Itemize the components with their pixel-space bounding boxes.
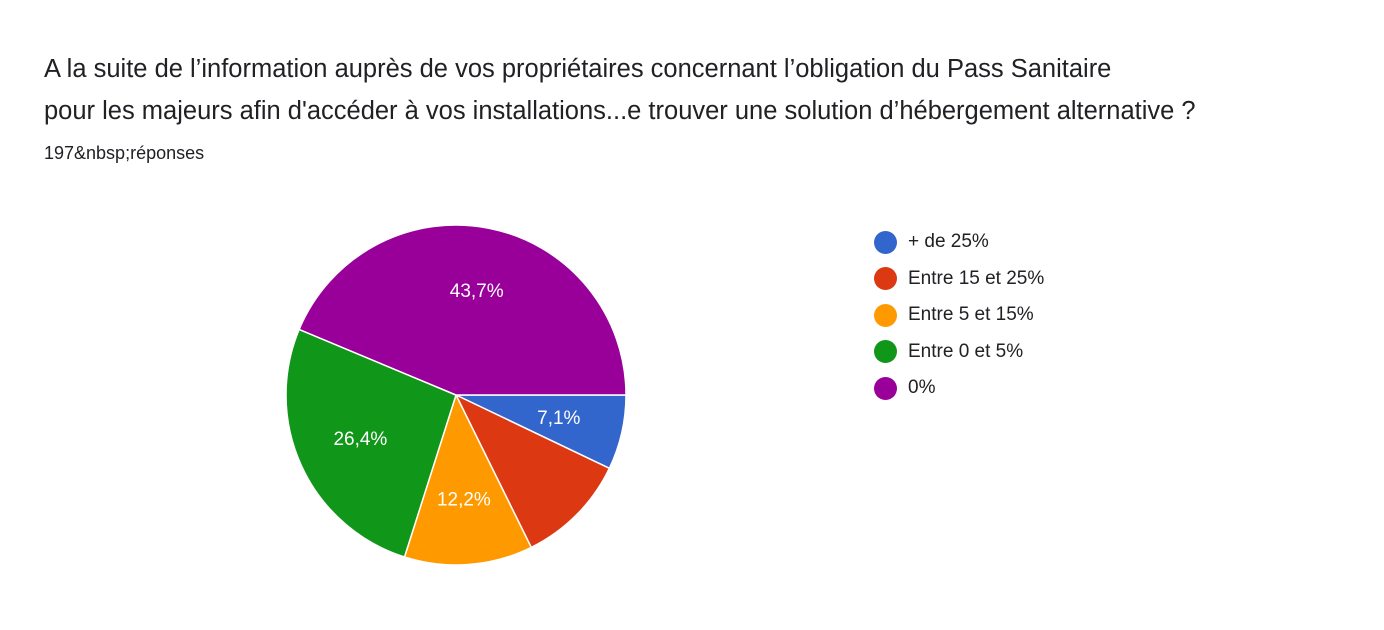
legend-swatch-icon (874, 376, 897, 400)
legend-label: 0% (908, 377, 936, 399)
pie-slice-label: 26,4% (333, 429, 387, 450)
question-title: A la suite de l’information auprès de vo… (44, 48, 1364, 132)
pie-slice[interactable] (285, 328, 457, 558)
pie-labels: 7,1% 12,2% 26,4% 43,7% (333, 281, 580, 510)
legend-swatch-icon (874, 230, 897, 254)
pie-slice[interactable] (455, 394, 611, 549)
pie-slice-label: 43,7% (450, 281, 504, 302)
legend-item[interactable]: Entre 15 et 25% (874, 261, 1044, 298)
legend-item[interactable]: 0% (874, 370, 1044, 407)
legend-label: Entre 0 et 5% (908, 340, 1024, 362)
question-title-line-2: pour les majeurs afin d'accéder à vos in… (44, 97, 1196, 125)
pie-slice[interactable] (403, 394, 533, 566)
response-count: 197&nbsp;réponses (44, 143, 205, 163)
pie-slices (285, 224, 627, 566)
legend-swatch-icon (874, 303, 897, 327)
legend-item[interactable]: Entre 0 et 5% (874, 334, 1044, 371)
legend-swatch-icon (874, 267, 897, 291)
pie-slice-label: 7,1% (537, 408, 580, 429)
legend-label: Entre 5 et 15% (908, 304, 1034, 326)
chart-legend: + de 25% Entre 15 et 25% Entre 5 et 15% Ent… (874, 224, 1044, 407)
legend-label: + de 25% (908, 231, 989, 253)
legend-item[interactable]: + de 25% (874, 224, 1044, 261)
pie-slice-label: 12,2% (437, 490, 491, 511)
legend-swatch-icon (874, 340, 897, 364)
legend-item[interactable]: Entre 5 et 15% (874, 297, 1044, 334)
question-title-line-1: A la suite de l’information auprès de vo… (44, 55, 1112, 83)
legend-label: Entre 15 et 25% (908, 267, 1045, 289)
pie-slice[interactable] (298, 224, 627, 396)
